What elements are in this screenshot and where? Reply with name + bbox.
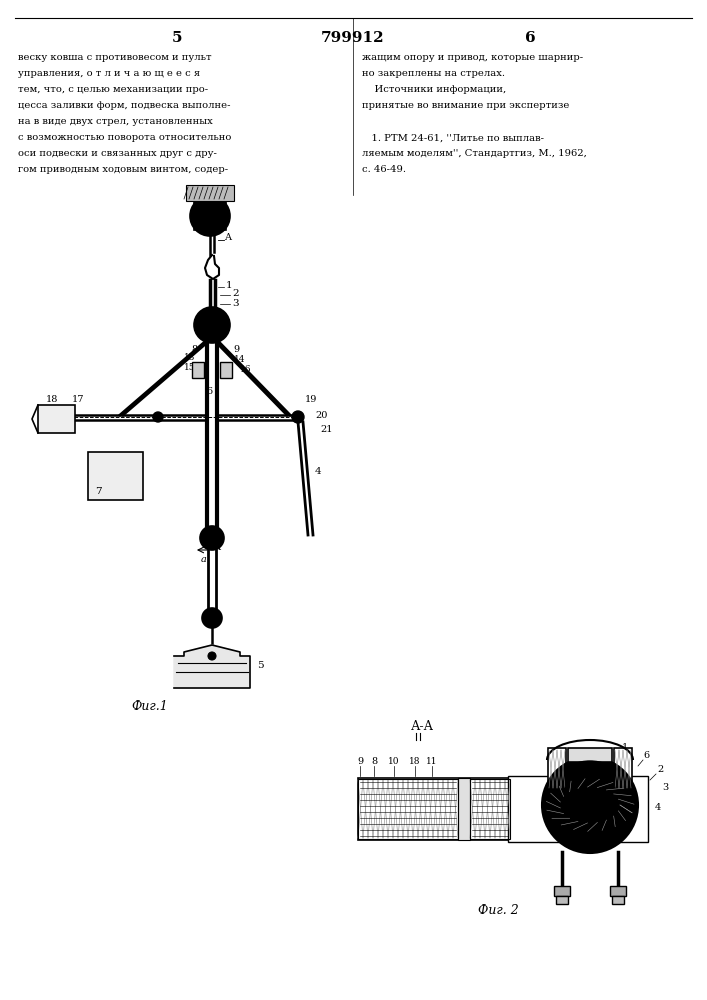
Bar <box>220 362 232 378</box>
Bar <box>458 778 470 840</box>
Text: 1: 1 <box>226 280 233 290</box>
Bar <box>192 362 204 378</box>
Circle shape <box>208 534 216 542</box>
Text: a: a <box>201 556 207 564</box>
Text: 7: 7 <box>95 488 101 496</box>
Circle shape <box>587 802 593 808</box>
Bar <box>556 896 568 904</box>
Circle shape <box>207 214 213 219</box>
Bar <box>186 185 234 201</box>
Text: 1: 1 <box>622 744 628 752</box>
Bar <box>610 886 626 896</box>
Text: цесса заливки форм, подвеска выполне-: цесса заливки форм, подвеска выполне- <box>18 102 230 110</box>
Text: 5: 5 <box>257 660 264 670</box>
Text: 6: 6 <box>206 387 212 396</box>
Text: 799912: 799912 <box>321 31 385 45</box>
Text: гом приводным ходовым винтом, содер-: гом приводным ходовым винтом, содер- <box>18 165 228 174</box>
Text: A: A <box>225 232 231 241</box>
Circle shape <box>292 411 304 423</box>
Text: на в виде двух стрел, установленных: на в виде двух стрел, установленных <box>18 117 213 126</box>
Text: 20: 20 <box>315 410 327 420</box>
Circle shape <box>582 797 598 813</box>
Text: А-А: А-А <box>411 720 433 732</box>
Text: 16: 16 <box>240 364 252 373</box>
Text: оси подвески и связанных друг с дру-: оси подвески и связанных друг с дру- <box>18 149 217 158</box>
Circle shape <box>210 536 214 540</box>
Text: 19: 19 <box>305 395 317 404</box>
Circle shape <box>560 775 620 835</box>
Circle shape <box>208 652 216 660</box>
Text: 15: 15 <box>185 362 196 371</box>
Text: 6: 6 <box>643 752 649 760</box>
Text: 13: 13 <box>185 354 196 362</box>
Circle shape <box>296 415 300 419</box>
Circle shape <box>211 654 214 658</box>
Text: управления, о т л и ч а ю щ е е с я: управления, о т л и ч а ю щ е е с я <box>18 70 200 79</box>
Bar <box>568 748 612 762</box>
Text: A: A <box>214 544 221 552</box>
Text: 5: 5 <box>172 31 182 45</box>
Bar <box>554 886 570 896</box>
Bar <box>194 202 226 230</box>
Bar <box>612 896 624 904</box>
Bar <box>38 405 75 433</box>
Text: 18: 18 <box>409 758 421 766</box>
Text: 14: 14 <box>234 356 246 364</box>
Text: 9: 9 <box>233 346 239 355</box>
Polygon shape <box>174 645 250 688</box>
Circle shape <box>153 412 163 422</box>
Text: 6: 6 <box>525 31 535 45</box>
Bar <box>358 779 458 839</box>
Circle shape <box>203 209 217 223</box>
Circle shape <box>194 307 230 343</box>
Text: тем, что, с целью механизации про-: тем, что, с целью механизации про- <box>18 86 208 95</box>
Text: 4: 4 <box>315 468 321 477</box>
Text: 8: 8 <box>371 758 377 766</box>
Circle shape <box>156 415 160 419</box>
Circle shape <box>205 318 219 332</box>
Circle shape <box>574 789 606 821</box>
Circle shape <box>542 757 638 853</box>
Text: Фиг.1: Фиг.1 <box>132 700 168 712</box>
Circle shape <box>200 526 224 550</box>
Circle shape <box>209 322 214 328</box>
Circle shape <box>190 196 230 236</box>
Text: 4: 4 <box>655 804 661 812</box>
Circle shape <box>209 615 214 620</box>
Text: 1. РТМ 24-61, ''Литье по выплав-: 1. РТМ 24-61, ''Литье по выплав- <box>362 133 544 142</box>
Text: Фиг. 2: Фиг. 2 <box>478 904 518 916</box>
Text: веску ковша с противовесом и пульт: веску ковша с противовесом и пульт <box>18 53 211 62</box>
Bar <box>470 779 510 839</box>
Text: но закреплены на стрелах.: но закреплены на стрелах. <box>362 70 505 79</box>
Text: жащим опору и привод, которые шарнир-: жащим опору и привод, которые шарнир- <box>362 53 583 62</box>
Text: 8: 8 <box>191 346 197 355</box>
Text: 21: 21 <box>320 426 332 434</box>
Text: 3: 3 <box>232 298 239 308</box>
Text: принятые во внимание при экспертизе: принятые во внимание при экспертизе <box>362 102 569 110</box>
Text: 17: 17 <box>71 394 84 403</box>
Text: 18: 18 <box>46 394 58 403</box>
Bar <box>614 748 632 790</box>
Text: 9: 9 <box>357 758 363 766</box>
Text: 2: 2 <box>657 766 663 774</box>
Text: 10: 10 <box>388 758 399 766</box>
Text: с. 46-49.: с. 46-49. <box>362 165 406 174</box>
Text: ляемым моделям'', Стандартгиз, М., 1962,: ляемым моделям'', Стандартгиз, М., 1962, <box>362 149 587 158</box>
Text: 11: 11 <box>426 758 438 766</box>
Circle shape <box>202 608 222 628</box>
Text: с возможностью поворота относительно: с возможностью поворота относительно <box>18 133 231 142</box>
Circle shape <box>546 761 634 849</box>
Text: Источники информации,: Источники информации, <box>362 86 506 95</box>
Text: 2: 2 <box>232 290 239 298</box>
Bar <box>358 778 648 840</box>
Bar <box>88 452 143 500</box>
Bar <box>508 776 648 842</box>
Bar <box>548 748 566 790</box>
Text: 3: 3 <box>662 784 668 792</box>
